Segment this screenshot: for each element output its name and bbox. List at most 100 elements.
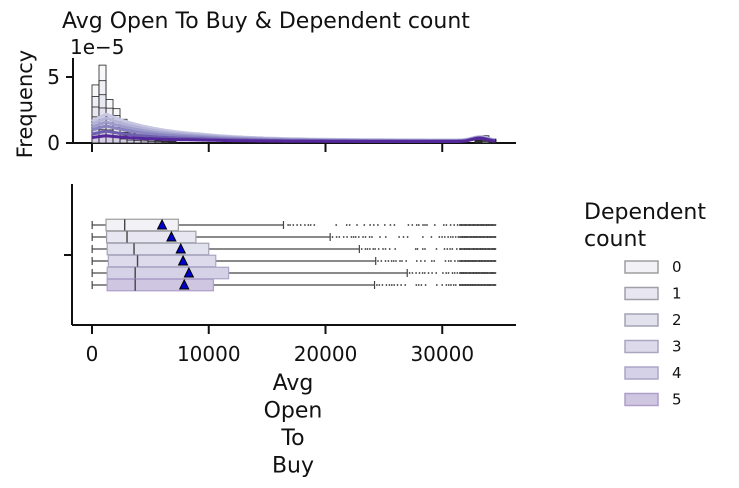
box-outlier: [415, 284, 418, 286]
hist-bar: [168, 141, 177, 144]
box-outlier: [435, 284, 438, 286]
box-outlier: [494, 284, 497, 286]
box-outlier: [335, 224, 338, 226]
box-outlier: [384, 248, 387, 250]
box-group-5: [91, 278, 497, 292]
box-outlier: [445, 272, 448, 274]
box-outlier: [445, 284, 448, 286]
legend-label: 1: [672, 285, 682, 303]
box-mean-marker: [178, 278, 190, 290]
box-outlier: [296, 224, 298, 226]
box-outlier: [309, 224, 312, 226]
box-outlier: [289, 224, 291, 226]
box-outlier: [372, 248, 375, 250]
hist-bar: [481, 141, 490, 144]
box-x-tick-label: 0: [86, 342, 99, 366]
box-x-axis-label: Open: [264, 399, 323, 424]
box-outlier: [422, 224, 424, 226]
box-outlier: [441, 236, 443, 238]
box-outlier: [442, 224, 445, 226]
box-outlier: [356, 224, 358, 226]
box-outlier: [447, 284, 450, 286]
box-outlier: [372, 224, 375, 226]
box-x-tick-label: 10000: [177, 342, 241, 366]
box-outlier: [369, 248, 371, 250]
box-outlier: [427, 272, 430, 274]
legend-label: 4: [672, 364, 682, 382]
box-outlier: [399, 260, 401, 262]
box-outlier: [430, 236, 433, 238]
box-outlier: [369, 224, 371, 226]
box-outlier: [387, 260, 390, 262]
hist-bar: [161, 141, 170, 144]
box-outlier: [420, 284, 423, 286]
box-outlier: [405, 260, 408, 262]
box-iqr: [106, 266, 230, 280]
box-outlier: [430, 260, 433, 262]
box-outlier: [494, 224, 497, 226]
box-outlier: [364, 248, 367, 250]
box-outlier: [366, 248, 369, 250]
box-outlier: [357, 236, 360, 238]
legend-label: 0: [672, 258, 682, 276]
box-group-2: [91, 242, 497, 256]
box-outlier: [454, 260, 456, 262]
box-outlier: [456, 272, 459, 274]
box-group-1: [91, 230, 497, 244]
hist-offset-text: 1e−5: [70, 35, 125, 59]
legend-swatch: [624, 366, 659, 380]
box-outlier: [453, 272, 456, 274]
box-outlier: [408, 272, 411, 274]
hist-bar: [140, 140, 149, 144]
box-outlier: [415, 224, 418, 226]
box-outlier: [411, 272, 414, 274]
box-outlier: [390, 260, 393, 262]
box-outlier: [431, 272, 433, 274]
box-outlier: [455, 248, 458, 250]
box-outlier: [415, 260, 418, 262]
box-outlier: [411, 224, 414, 226]
box-outlier: [452, 236, 454, 238]
box-outlier: [379, 236, 381, 238]
box-outlier: [381, 284, 384, 286]
box-outlier: [307, 224, 310, 226]
box-outlier: [494, 236, 497, 238]
legend-swatch: [624, 339, 659, 354]
kde-curve: [91, 134, 496, 143]
box-mean-marker: [183, 266, 195, 278]
box-outlier: [450, 284, 452, 286]
box-mean-marker: [166, 230, 177, 242]
box-outlier: [424, 284, 427, 286]
hist-bar: [474, 141, 483, 144]
box-outlier: [401, 260, 403, 262]
box-outlier: [453, 224, 456, 226]
box-outlier: [371, 236, 373, 238]
box-outlier: [441, 284, 444, 286]
box-outlier: [415, 272, 417, 274]
box-outlier: [421, 248, 424, 250]
hist-bar: [133, 139, 142, 144]
box-outlier: [449, 236, 452, 238]
box-outlier: [442, 272, 444, 274]
box-outlier: [393, 284, 396, 286]
box-outlier: [424, 248, 426, 250]
box-x-axis-label: Avg: [273, 371, 314, 396]
box-outlier: [435, 248, 438, 250]
hist-bar: [154, 141, 163, 144]
box-outlier: [363, 224, 366, 226]
box-outlier: [494, 260, 497, 262]
box-outlier: [376, 284, 378, 286]
box-group-0: [91, 218, 497, 232]
box-outlier: [402, 236, 405, 238]
box-outlier: [414, 248, 417, 250]
legend-swatch: [624, 392, 659, 407]
box-outlier: [299, 224, 302, 226]
box-iqr: [107, 254, 217, 268]
box-outlier: [313, 224, 316, 226]
box-outlier: [449, 248, 451, 250]
box-outlier: [457, 260, 459, 262]
hist-bar: [126, 139, 135, 144]
hist-bar: [119, 138, 128, 144]
box-outlier: [424, 260, 426, 262]
